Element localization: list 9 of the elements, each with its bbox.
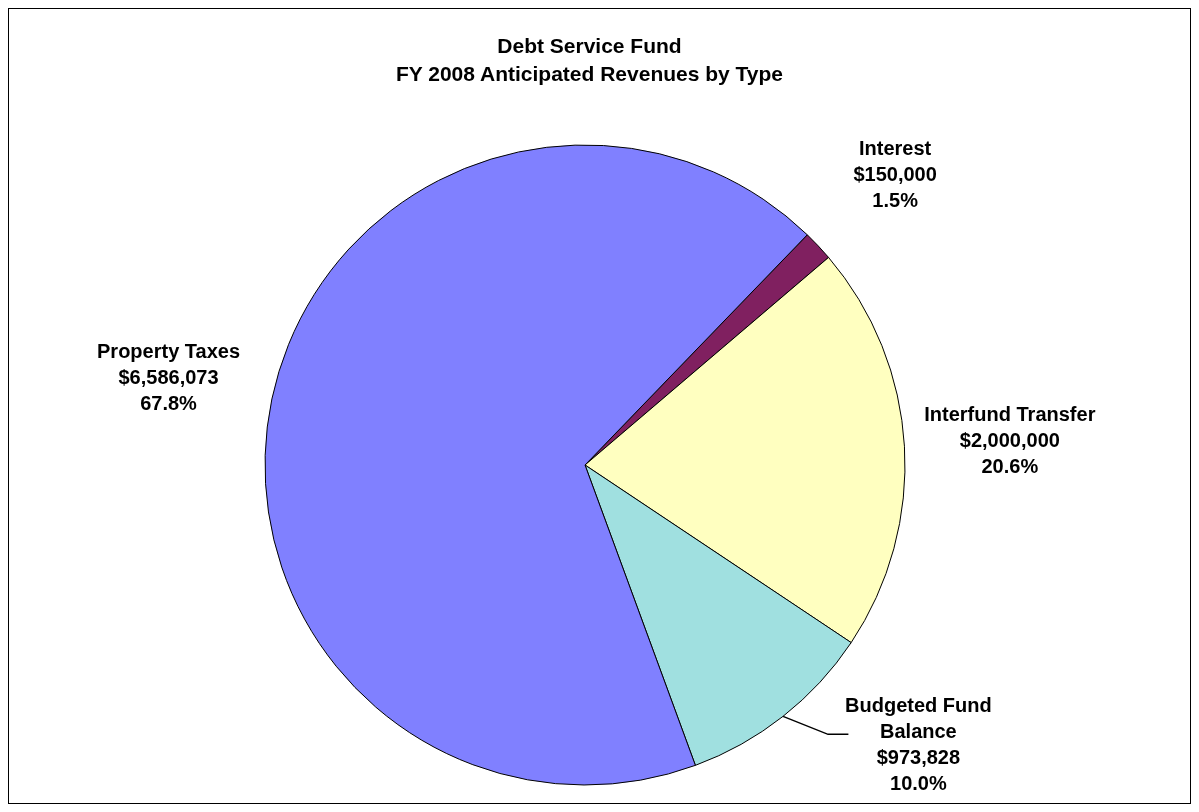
slice-label: Interfund Transfer xyxy=(924,403,1096,426)
data-label: $6,586,073 67.8% xyxy=(118,366,219,415)
data-label: $973,828 10.0% xyxy=(876,746,961,794)
data-label: $150,000 1.5% xyxy=(853,162,937,211)
chart-title: Debt Service Fund FY 2008 Anticipated Revenues by Type xyxy=(395,34,784,85)
slice-label: Interest xyxy=(859,136,932,159)
data-label: $2,000,000 20.6% xyxy=(959,429,1060,478)
slice-label: Property Taxes xyxy=(97,340,241,363)
slice-label: Budgeted Fund Balance xyxy=(845,694,992,742)
